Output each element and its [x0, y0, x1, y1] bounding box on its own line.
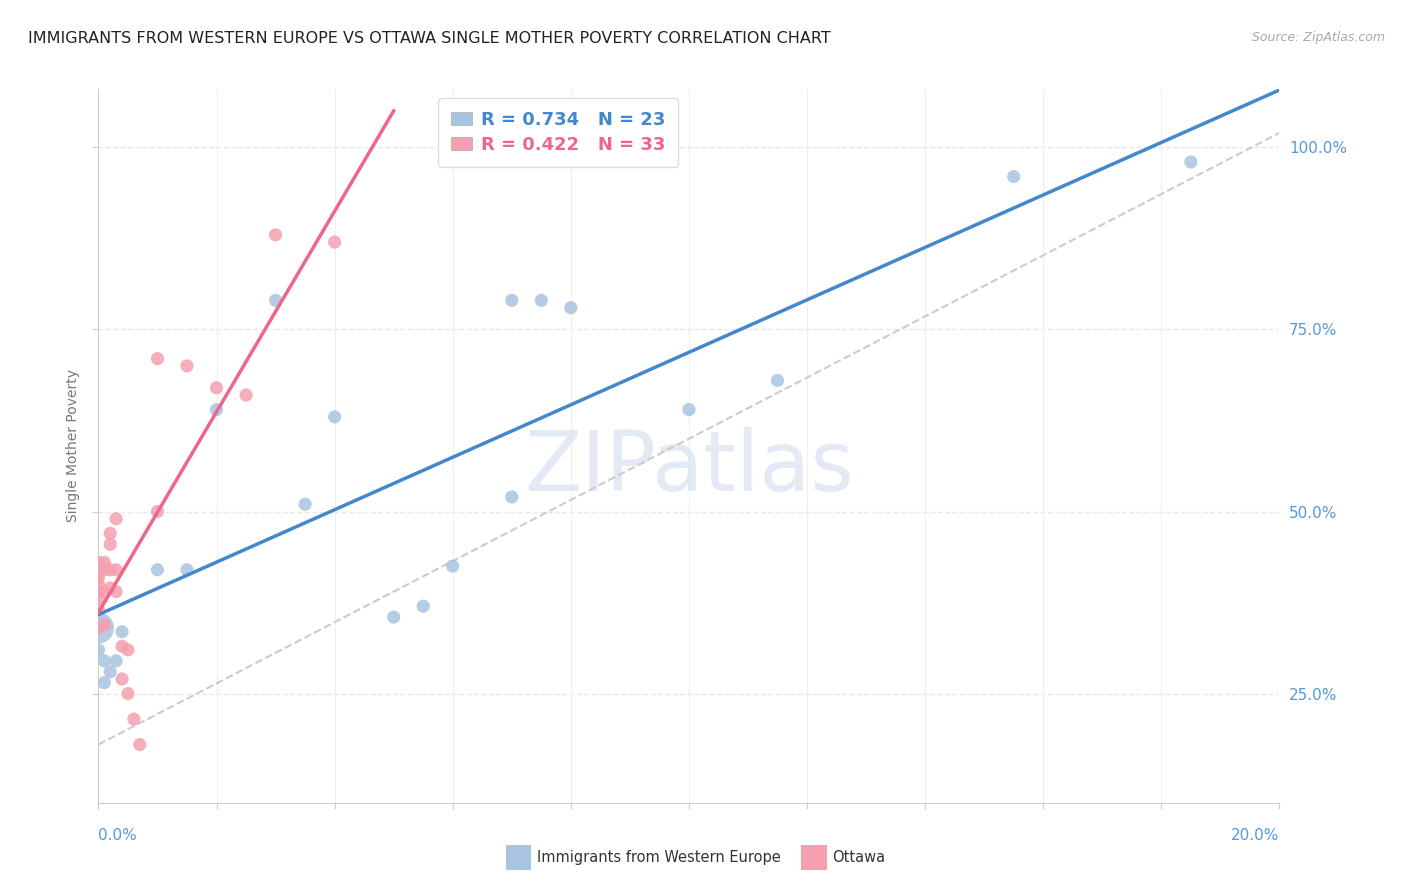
Point [87, 621, 110, 635]
Point [146, 563, 169, 577]
Text: 0.0%: 0.0% [98, 829, 138, 843]
Point [766, 374, 789, 388]
Point [87, 577, 110, 591]
Point [111, 672, 134, 686]
Point [87, 570, 110, 584]
Point [93, 563, 115, 577]
Text: ZIPatlas: ZIPatlas [524, 427, 853, 508]
Point [530, 293, 553, 308]
Point [87, 563, 110, 577]
Point [87, 584, 110, 599]
Point [1002, 169, 1025, 184]
Point [146, 504, 169, 518]
Point [105, 512, 128, 526]
Point [93, 584, 115, 599]
Point [117, 687, 139, 701]
Point [264, 293, 287, 308]
Point [323, 409, 346, 424]
Point [105, 584, 128, 599]
Point [176, 563, 198, 577]
Point [1180, 155, 1202, 169]
Point [678, 402, 700, 417]
Point [412, 599, 434, 614]
Point [87, 591, 110, 606]
Point [98, 526, 121, 541]
Point [264, 227, 287, 242]
Point [205, 402, 228, 417]
Point [93, 675, 115, 690]
Point [205, 381, 228, 395]
Y-axis label: Single Mother Poverty: Single Mother Poverty [66, 369, 80, 523]
Point [87, 603, 110, 617]
Point [111, 624, 134, 639]
Point [93, 654, 115, 668]
Point [87, 556, 110, 570]
Point [93, 617, 115, 632]
Point [235, 388, 257, 402]
Point [122, 712, 145, 726]
Point [176, 359, 198, 373]
Point [105, 654, 128, 668]
Point [105, 563, 128, 577]
Text: Source: ZipAtlas.com: Source: ZipAtlas.com [1251, 31, 1385, 45]
Point [501, 490, 523, 504]
Point [117, 643, 139, 657]
Point [441, 559, 464, 574]
Text: 20.0%: 20.0% [1232, 829, 1279, 843]
Point [98, 537, 121, 551]
Legend: R = 0.734   N = 23, R = 0.422   N = 33: R = 0.734 N = 23, R = 0.422 N = 33 [439, 98, 679, 167]
Text: Ottawa: Ottawa [832, 850, 886, 864]
Point [382, 610, 405, 624]
Point [87, 643, 110, 657]
Point [294, 497, 316, 511]
Point [128, 738, 150, 752]
Text: Immigrants from Western Europe: Immigrants from Western Europe [537, 850, 780, 864]
Point [87, 621, 110, 635]
Point [98, 563, 121, 577]
Point [323, 235, 346, 249]
Point [111, 639, 134, 653]
Point [98, 665, 121, 679]
Text: IMMIGRANTS FROM WESTERN EUROPE VS OTTAWA SINGLE MOTHER POVERTY CORRELATION CHART: IMMIGRANTS FROM WESTERN EUROPE VS OTTAWA… [28, 31, 831, 46]
Point [146, 351, 169, 366]
Point [560, 301, 582, 315]
Point [87, 566, 110, 581]
Point [98, 581, 121, 595]
Point [501, 293, 523, 308]
Point [93, 556, 115, 570]
